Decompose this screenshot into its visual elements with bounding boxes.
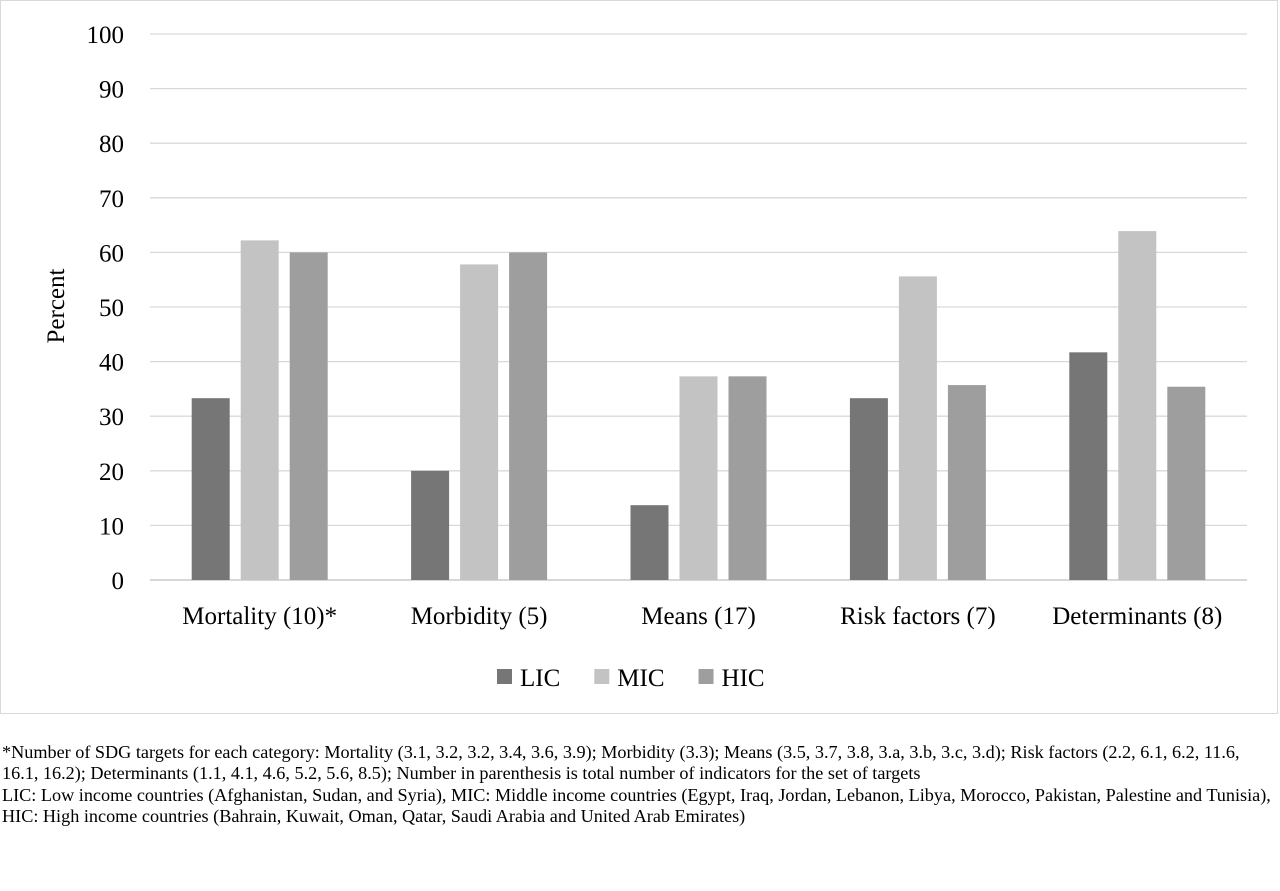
gridlines bbox=[150, 33, 1247, 581]
y-tick-label: 60 bbox=[99, 240, 124, 267]
bar-lic bbox=[630, 505, 669, 580]
legend-swatch-lic bbox=[497, 669, 512, 684]
x-tick-label: Morbidity (5) bbox=[411, 603, 548, 630]
y-tick-label: 30 bbox=[99, 404, 124, 431]
y-tick-labels: 0 10 20 30 40 50 60 70 80 90 100 bbox=[87, 22, 125, 595]
legend-label-hic: HIC bbox=[722, 665, 765, 692]
y-tick-label: 50 bbox=[99, 295, 124, 322]
y-tick-label: 90 bbox=[99, 77, 124, 104]
bar-hic bbox=[509, 252, 548, 580]
x-tick-label: Risk factors (7) bbox=[840, 603, 996, 630]
legend-swatch-mic bbox=[594, 669, 610, 684]
y-tick-label: 80 bbox=[99, 131, 124, 158]
footnote-sdg-targets: *Number of SDG targets for each category… bbox=[2, 742, 1240, 784]
bar-mic bbox=[1118, 231, 1157, 580]
bar-hic bbox=[289, 252, 328, 580]
y-tick-label: 40 bbox=[99, 350, 124, 377]
x-tick-label: Determinants (8) bbox=[1052, 603, 1222, 630]
bar-lic bbox=[849, 398, 888, 580]
bar-hic bbox=[728, 376, 767, 580]
y-tick-label: 70 bbox=[99, 186, 124, 213]
x-tick-label: Means (17) bbox=[641, 603, 756, 630]
bar-lic bbox=[1069, 352, 1108, 580]
y-tick-label: 100 bbox=[87, 22, 125, 49]
legend-label-lic: LIC bbox=[520, 665, 560, 692]
y-tick-label: 10 bbox=[99, 513, 124, 540]
bar-hic bbox=[1167, 386, 1206, 580]
y-axis-label: Percent bbox=[43, 268, 70, 343]
bar-hic bbox=[947, 385, 986, 580]
legend-label-mic: MIC bbox=[617, 665, 664, 692]
legend-swatch-hic bbox=[698, 669, 714, 684]
bar-mic bbox=[240, 240, 279, 580]
bar-mic bbox=[460, 264, 499, 580]
x-tick-labels: Mortality (10)* Morbidity (5) Means (17) Ri… bbox=[182, 603, 1222, 630]
chart-frame bbox=[0, 0, 1278, 714]
bar-mic bbox=[679, 376, 718, 580]
x-tick-label: Mortality (10)* bbox=[182, 603, 337, 630]
footnotes: *Number of SDG targets for each category… bbox=[2, 742, 1272, 828]
y-tick-label: 20 bbox=[99, 459, 124, 486]
bar-lic bbox=[411, 470, 450, 580]
bar-mic bbox=[898, 276, 937, 580]
legend: LIC MIC HIC bbox=[497, 665, 765, 692]
footnote-income-groups: LIC: Low income countries (Afghanistan, … bbox=[2, 784, 1271, 827]
y-tick-label: 0 bbox=[112, 568, 125, 595]
bars bbox=[191, 231, 1206, 580]
bar-lic bbox=[191, 398, 230, 580]
